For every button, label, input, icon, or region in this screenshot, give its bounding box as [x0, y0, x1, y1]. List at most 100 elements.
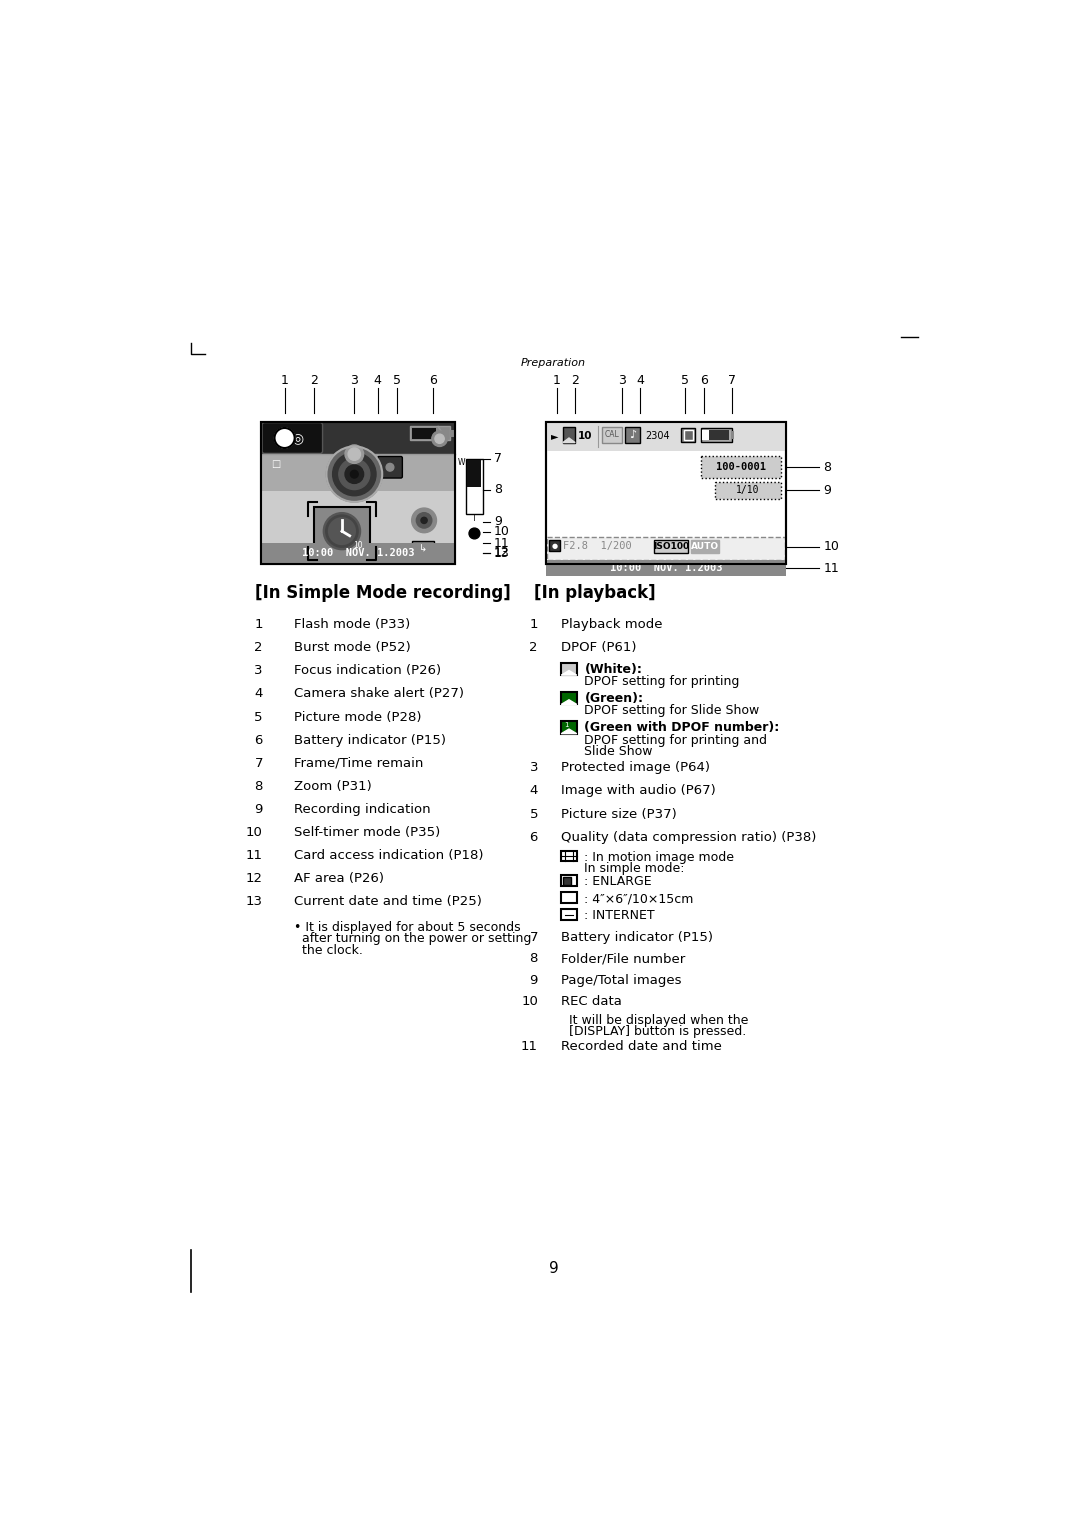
Text: Self-timer mode (P35): Self-timer mode (P35) [294, 826, 441, 839]
Text: 4: 4 [255, 688, 262, 700]
Text: 10: 10 [522, 995, 538, 1009]
Text: 8: 8 [823, 461, 832, 473]
Text: ↳: ↳ [419, 543, 428, 554]
Bar [450, 429, 454, 438]
Bar [465, 459, 483, 514]
Circle shape [333, 453, 376, 496]
Bar [562, 909, 577, 920]
Text: ♪: ♪ [629, 430, 636, 439]
Text: 4: 4 [636, 374, 645, 388]
Text: Camera shake alert (P27): Camera shake alert (P27) [294, 688, 464, 700]
FancyBboxPatch shape [715, 482, 781, 499]
Text: 5: 5 [255, 711, 262, 723]
Bar [563, 427, 576, 443]
Text: 13: 13 [246, 896, 262, 908]
Circle shape [383, 461, 397, 475]
Text: 3: 3 [350, 374, 359, 388]
Bar [261, 455, 455, 491]
Text: $\mathbf{4A}$: $\mathbf{4A}$ [276, 432, 293, 444]
Text: 100-0001: 100-0001 [716, 462, 766, 472]
Circle shape [387, 464, 394, 472]
Text: Image with audio (P67): Image with audio (P67) [562, 784, 716, 798]
Text: 8: 8 [529, 952, 538, 966]
Circle shape [274, 427, 295, 449]
Circle shape [421, 517, 428, 523]
Circle shape [345, 446, 364, 464]
Bar [562, 662, 577, 674]
FancyBboxPatch shape [378, 456, 403, 478]
Bar [602, 427, 622, 443]
Text: ISO100: ISO100 [653, 542, 689, 551]
Text: 7: 7 [728, 374, 735, 388]
Circle shape [432, 430, 447, 447]
Text: Zoom (P31): Zoom (P31) [294, 780, 372, 794]
Bar [413, 542, 434, 557]
Text: □: □ [271, 459, 281, 468]
Text: 12: 12 [246, 873, 262, 885]
Text: (Green):: (Green): [584, 693, 644, 705]
Bar [562, 722, 577, 734]
Text: 10:00  NOV. 1.2003: 10:00 NOV. 1.2003 [609, 563, 723, 574]
Text: 11: 11 [494, 537, 510, 549]
Bar [261, 491, 455, 565]
Bar [549, 540, 559, 551]
Bar [562, 693, 577, 705]
Text: ◎: ◎ [292, 430, 303, 446]
Text: Recorded date and time: Recorded date and time [562, 1041, 723, 1053]
Text: DPOF setting for printing: DPOF setting for printing [584, 674, 740, 688]
Text: 5: 5 [393, 374, 401, 388]
Bar [546, 537, 785, 560]
Text: Current date and time (P25): Current date and time (P25) [294, 896, 482, 908]
Text: 11: 11 [823, 562, 839, 575]
Text: [DISPLAY] button is pressed.: [DISPLAY] button is pressed. [569, 1025, 746, 1039]
Text: Quality (data compression ratio) (P38): Quality (data compression ratio) (P38) [562, 830, 816, 844]
Circle shape [348, 449, 361, 461]
Text: (Green with DPOF number):: (Green with DPOF number): [584, 722, 780, 734]
Text: Flash mode (P33): Flash mode (P33) [294, 618, 410, 632]
Bar [545, 421, 786, 452]
Bar [684, 430, 693, 439]
Bar [410, 426, 450, 441]
Text: 1/10: 1/10 [737, 485, 759, 496]
Bar [708, 429, 729, 441]
Text: 5: 5 [681, 374, 689, 388]
Text: 9: 9 [529, 974, 538, 987]
Circle shape [435, 433, 444, 444]
Text: 10: 10 [353, 540, 363, 549]
Bar [681, 427, 696, 443]
Bar [563, 877, 570, 885]
Text: 10: 10 [246, 826, 262, 839]
Text: 4: 4 [374, 374, 381, 388]
FancyBboxPatch shape [314, 507, 369, 555]
Text: Burst mode (P52): Burst mode (P52) [294, 641, 410, 655]
FancyBboxPatch shape [265, 455, 287, 473]
Text: AUTO: AUTO [691, 542, 719, 551]
Text: Preparation: Preparation [521, 359, 586, 368]
Text: the clock.: the clock. [301, 945, 363, 957]
FancyBboxPatch shape [545, 421, 786, 565]
Text: Page/Total images: Page/Total images [562, 974, 681, 987]
Text: 3: 3 [255, 664, 262, 678]
Circle shape [469, 528, 480, 539]
Text: W: W [458, 458, 465, 467]
Text: 8: 8 [494, 484, 502, 496]
Text: 10:00  NOV. 1.2003: 10:00 NOV. 1.2003 [302, 548, 415, 559]
Bar [411, 427, 436, 439]
Polygon shape [562, 670, 577, 674]
Text: [In playback]: [In playback] [535, 583, 656, 601]
Text: [In Simple Mode recording]: [In Simple Mode recording] [255, 583, 511, 601]
Text: 6: 6 [430, 374, 437, 388]
Text: F2.8  1/200: F2.8 1/200 [563, 540, 632, 551]
Text: REC data: REC data [562, 995, 622, 1009]
Text: 6: 6 [255, 734, 262, 746]
Text: 5: 5 [529, 807, 538, 821]
Text: Battery indicator (P15): Battery indicator (P15) [562, 931, 713, 943]
Polygon shape [563, 438, 576, 443]
Text: : In motion image mode: : In motion image mode [584, 850, 734, 864]
Circle shape [339, 459, 369, 490]
Circle shape [411, 508, 436, 533]
Text: 9: 9 [255, 803, 262, 816]
Text: 11: 11 [521, 1041, 538, 1053]
Text: 7: 7 [529, 931, 538, 943]
Text: It will be displayed when the: It will be displayed when the [569, 1013, 748, 1027]
